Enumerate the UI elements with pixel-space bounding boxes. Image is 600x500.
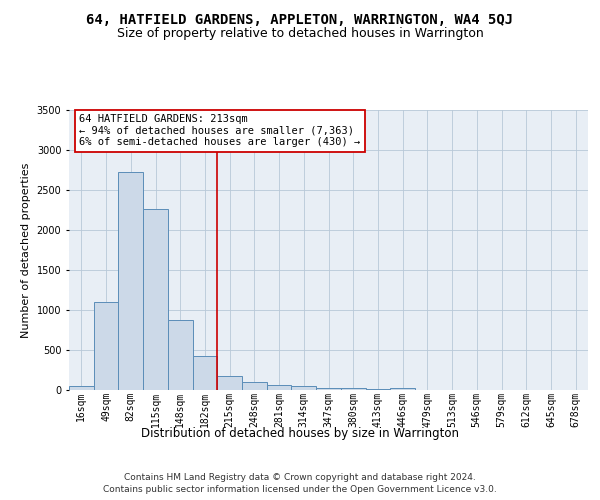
Bar: [193, 356, 217, 390]
Bar: [292, 386, 316, 390]
Bar: [390, 388, 415, 390]
Bar: [168, 320, 193, 390]
Bar: [267, 385, 292, 390]
Bar: [365, 389, 390, 390]
Text: 64 HATFIELD GARDENS: 213sqm
← 94% of detached houses are smaller (7,363)
6% of s: 64 HATFIELD GARDENS: 213sqm ← 94% of det…: [79, 114, 361, 148]
Text: Size of property relative to detached houses in Warrington: Size of property relative to detached ho…: [116, 28, 484, 40]
Bar: [316, 388, 341, 390]
Bar: [143, 209, 168, 390]
Text: Contains public sector information licensed under the Open Government Licence v3: Contains public sector information licen…: [103, 485, 497, 494]
Bar: [242, 382, 267, 390]
Bar: [217, 376, 242, 390]
Text: 64, HATFIELD GARDENS, APPLETON, WARRINGTON, WA4 5QJ: 64, HATFIELD GARDENS, APPLETON, WARRINGT…: [86, 12, 514, 26]
Text: Distribution of detached houses by size in Warrington: Distribution of detached houses by size …: [141, 428, 459, 440]
Bar: [341, 388, 365, 390]
Bar: [94, 302, 118, 390]
Text: Contains HM Land Registry data © Crown copyright and database right 2024.: Contains HM Land Registry data © Crown c…: [124, 472, 476, 482]
Bar: [118, 172, 143, 390]
Y-axis label: Number of detached properties: Number of detached properties: [21, 162, 31, 338]
Bar: [69, 386, 94, 390]
